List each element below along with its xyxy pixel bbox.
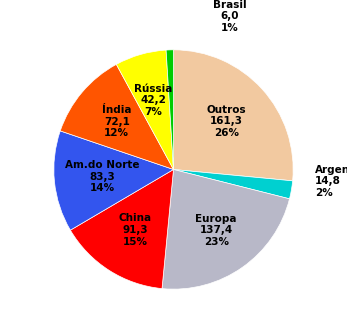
Wedge shape: [166, 50, 174, 169]
Wedge shape: [60, 64, 174, 169]
Text: Europa
137,4
23%: Europa 137,4 23%: [195, 214, 237, 247]
Wedge shape: [116, 50, 174, 169]
Wedge shape: [162, 169, 289, 289]
Text: Argentina
14,8
2%: Argentina 14,8 2%: [315, 165, 347, 198]
Text: China
91,3
15%: China 91,3 15%: [118, 214, 152, 247]
Wedge shape: [174, 50, 293, 181]
Text: Brasil
6,0
1%: Brasil 6,0 1%: [213, 0, 247, 33]
Wedge shape: [174, 169, 293, 199]
Wedge shape: [70, 169, 174, 289]
Wedge shape: [54, 131, 174, 230]
Text: Rússia
42,2
7%: Rússia 42,2 7%: [135, 84, 173, 117]
Text: Am.do Norte
83,3
14%: Am.do Norte 83,3 14%: [65, 160, 139, 193]
Text: Índia
72,1
12%: Índia 72,1 12%: [102, 105, 132, 138]
Text: Outros
161,3
26%: Outros 161,3 26%: [207, 105, 246, 138]
